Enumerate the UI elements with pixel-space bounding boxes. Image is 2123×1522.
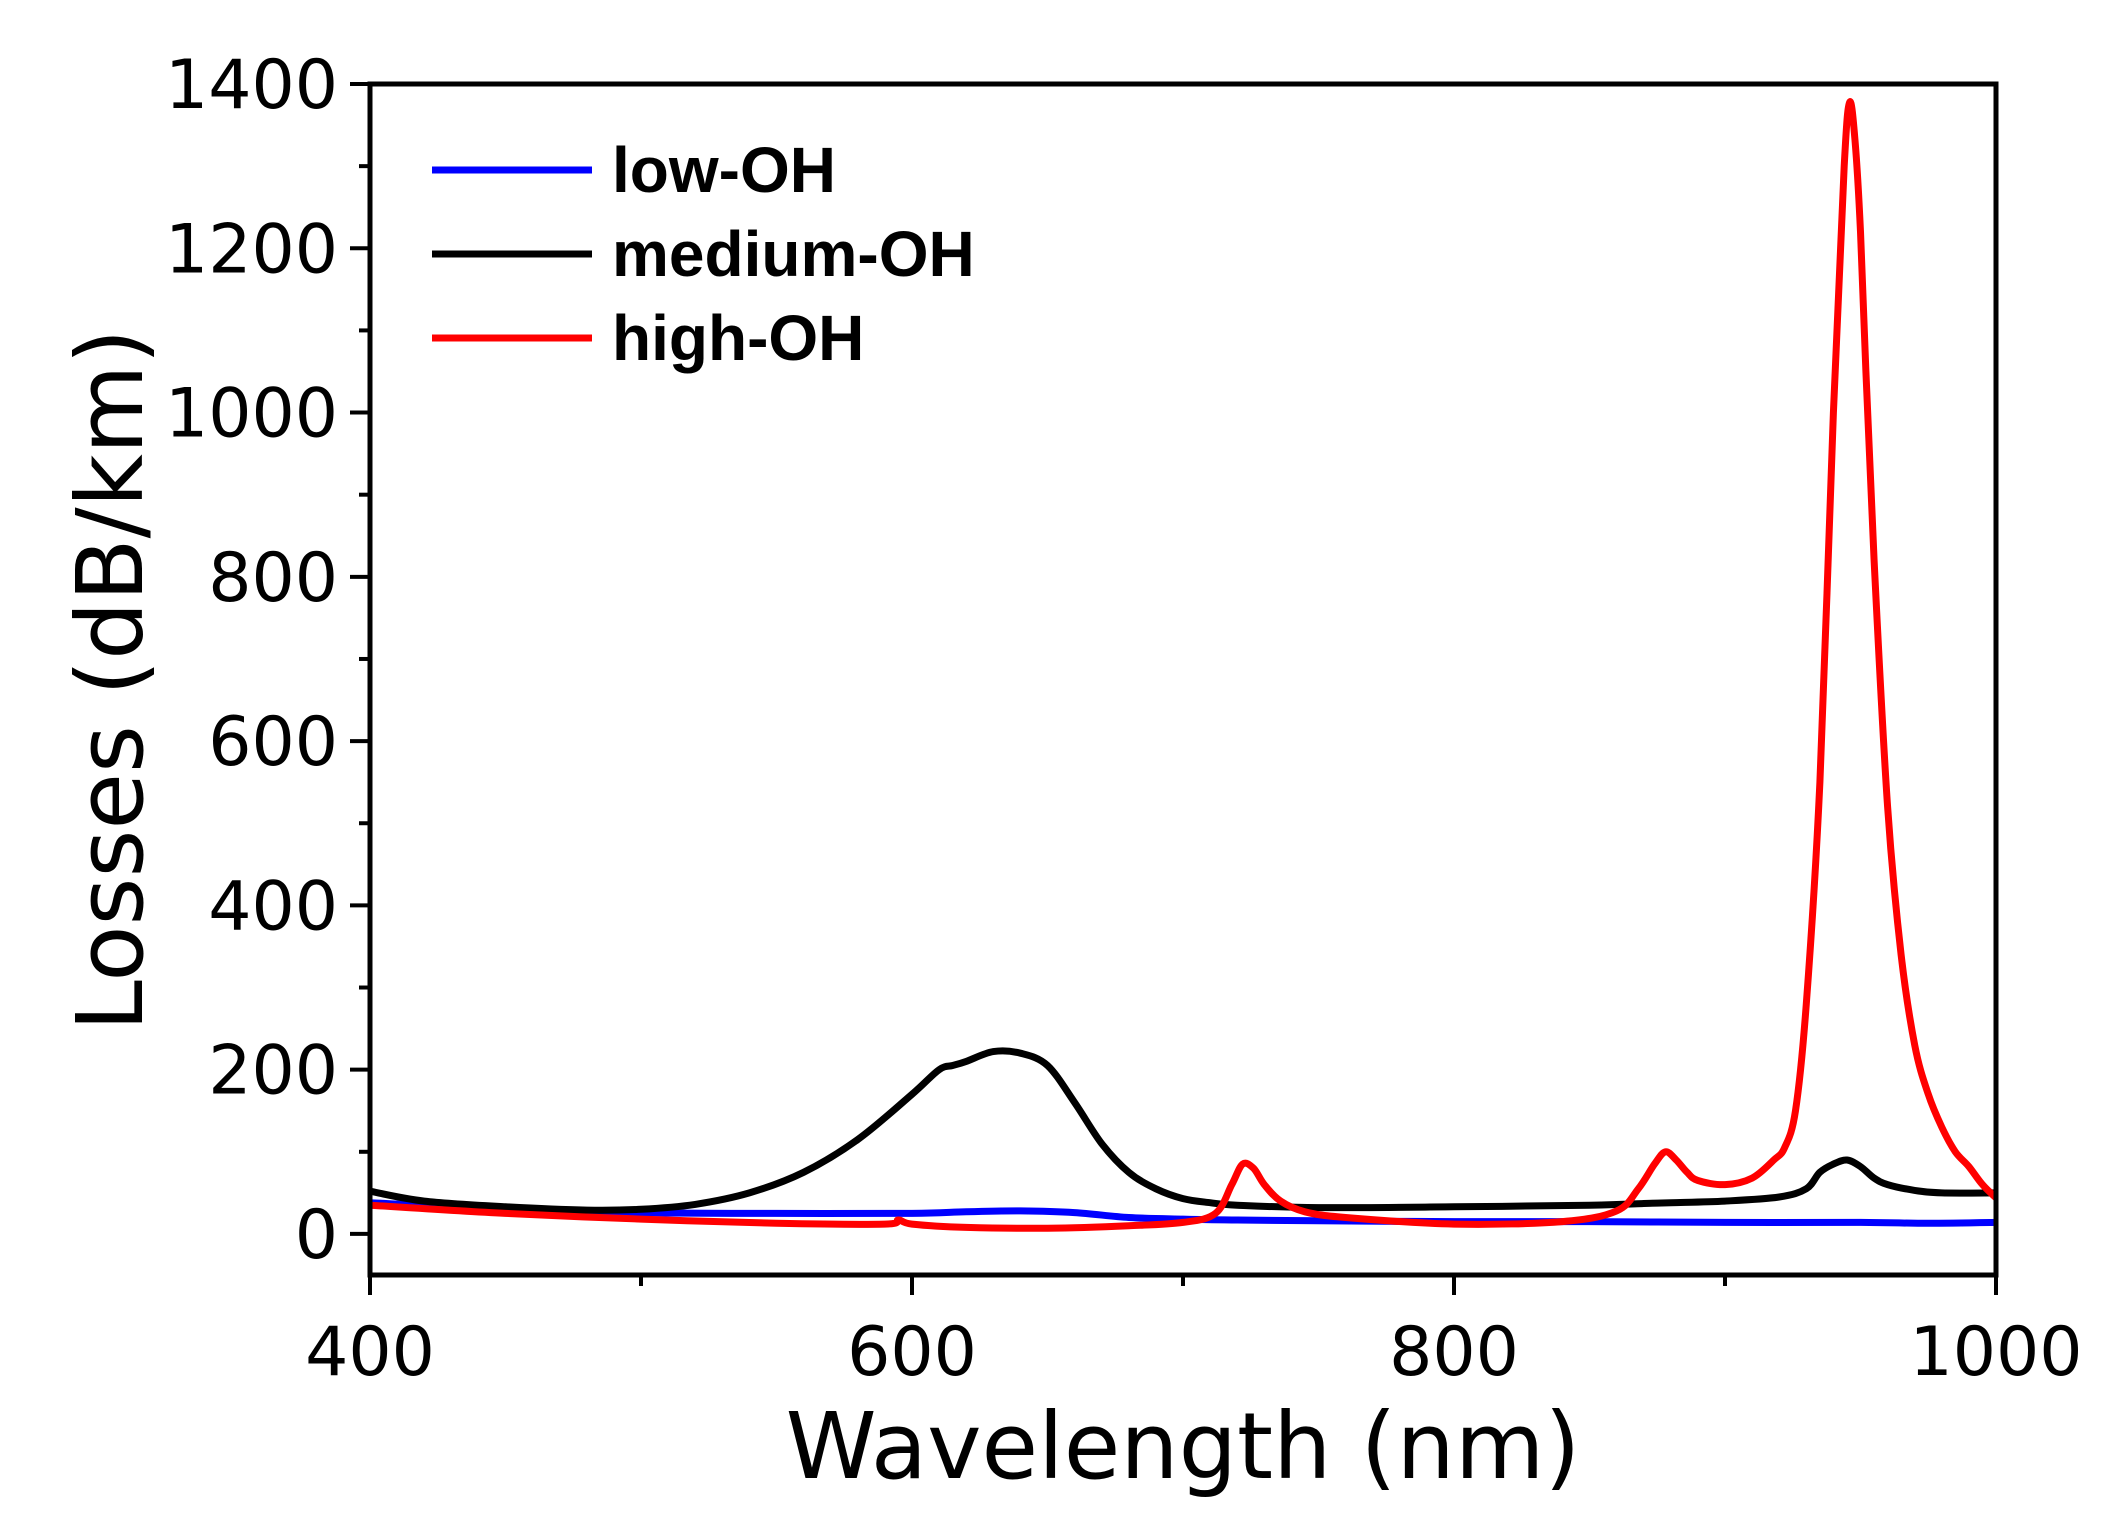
series-line-medium-OH bbox=[370, 1047, 1996, 1214]
x-tick-label: 1000 bbox=[1909, 1313, 2082, 1392]
y-tick-label: 200 bbox=[208, 1032, 338, 1111]
x-tick-label: 400 bbox=[305, 1313, 435, 1392]
y-axis-title: Losses (dB/km) bbox=[57, 329, 164, 1032]
legend-label-medium-OH: medium-OH bbox=[612, 218, 975, 290]
tick-labels-layer: 400 600 800 1000 0 200 400 600 800 1000 1200 1400 bbox=[165, 46, 2083, 1392]
series-line-high-OH bbox=[370, 98, 1996, 1232]
y-tick-label: 0 bbox=[295, 1196, 338, 1275]
x-axis-title: Wavelength (nm) bbox=[786, 1393, 1581, 1500]
x-tick-label: 800 bbox=[1389, 1313, 1519, 1392]
series-line-low-OH bbox=[370, 1199, 1996, 1227]
y-tick-label: 1200 bbox=[165, 210, 338, 289]
y-tick-label: 800 bbox=[208, 539, 338, 618]
legend-label-low-OH: low-OH bbox=[612, 134, 836, 206]
plot-lines bbox=[370, 98, 1996, 1232]
y-tick-label: 1400 bbox=[165, 46, 338, 125]
legend-label-high-OH: high-OH bbox=[612, 302, 864, 374]
x-tick-label: 600 bbox=[847, 1313, 977, 1392]
legend: low-OH medium-OH high-OH bbox=[432, 134, 975, 374]
y-tick-label: 600 bbox=[208, 703, 338, 782]
plot-frame bbox=[367, 81, 1999, 1278]
y-tick-label: 1000 bbox=[165, 375, 338, 454]
y-tick-label: 400 bbox=[208, 867, 338, 946]
